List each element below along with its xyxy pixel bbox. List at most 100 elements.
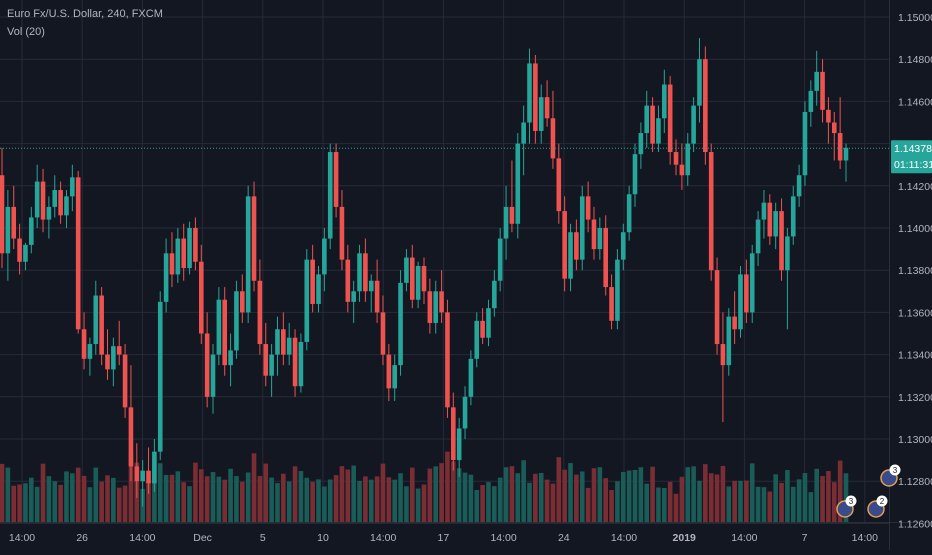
x-tick-label: 2019 — [673, 532, 697, 544]
volume-bar — [585, 487, 591, 522]
volume-bar — [345, 469, 351, 522]
volume-bar — [749, 463, 755, 522]
candle-body — [286, 337, 292, 355]
candle-body — [562, 211, 567, 279]
volume-bar — [685, 467, 691, 522]
volume-bar — [316, 479, 321, 522]
event-count-label: 2 — [880, 497, 885, 506]
candle-body — [515, 143, 521, 224]
volume-bar — [785, 470, 790, 522]
candle-body — [11, 206, 17, 239]
candle-body — [17, 238, 22, 262]
volume-bar — [439, 463, 444, 522]
candle-body — [140, 470, 145, 482]
candle-body — [81, 329, 87, 359]
candle-body — [169, 253, 175, 275]
candle-body — [439, 291, 444, 313]
last-price-badge — [891, 140, 932, 174]
volume-bar — [462, 472, 468, 522]
volume-bar — [257, 476, 263, 522]
candle-body — [374, 280, 380, 313]
volume-bar — [814, 468, 819, 522]
volume-bar — [198, 469, 204, 522]
candle-body — [820, 71, 825, 110]
volume-bar — [193, 462, 198, 522]
candle-body — [181, 238, 186, 269]
candle-body — [509, 206, 515, 224]
volume-bar — [632, 469, 638, 522]
volume-indicator-legend[interactable]: Vol (20) — [7, 26, 45, 38]
y-tick-label: 1.14200 — [898, 181, 932, 193]
volume-bar — [697, 480, 702, 522]
y-tick-label: 1.13200 — [898, 392, 932, 404]
volume-bar — [351, 465, 356, 522]
candle-body — [316, 274, 321, 304]
y-tick-label: 1.14600 — [898, 96, 932, 108]
event-count-label: 3 — [849, 497, 854, 506]
candle-body — [234, 291, 239, 351]
volume-bar — [64, 471, 69, 522]
volume-bar — [509, 466, 515, 522]
candle-body — [216, 299, 222, 355]
volume-bar — [468, 474, 474, 522]
candle-body — [837, 133, 843, 161]
symbol-legend[interactable]: Euro Fx/U.S. Dollar, 240, FXCM — [7, 8, 163, 20]
volume-bar — [75, 467, 81, 522]
volume-bar — [843, 473, 849, 522]
event-count-badge — [889, 464, 901, 476]
volume-bar — [521, 460, 526, 522]
candle-body — [644, 105, 650, 134]
volume-bar — [538, 472, 544, 522]
candle-body — [556, 158, 562, 212]
volume-bar — [70, 473, 75, 522]
volume-bar — [456, 468, 462, 522]
volume-bar — [386, 477, 392, 522]
event-count-badge — [845, 495, 857, 507]
candle-body — [831, 122, 837, 134]
candle-body — [632, 154, 638, 195]
candle-body — [87, 344, 93, 359]
candle-body — [433, 291, 439, 323]
volume-bar — [831, 482, 837, 522]
candle-body — [198, 261, 204, 334]
candle-body — [808, 90, 814, 112]
candle-body — [380, 312, 386, 355]
candle-body — [427, 291, 433, 323]
volume-bar — [579, 471, 585, 522]
candle-body — [122, 354, 128, 408]
volume-bar — [421, 484, 427, 522]
candle-body — [269, 354, 274, 376]
volume-bar — [269, 477, 274, 522]
volume-bar — [820, 476, 825, 522]
volume-bar — [298, 471, 304, 522]
x-tick-label: 26 — [76, 532, 88, 544]
volume-bar — [17, 484, 22, 522]
volume-bar — [767, 491, 773, 522]
volume-bar — [99, 481, 104, 522]
volume-bar — [837, 460, 843, 522]
volume-bar — [650, 466, 655, 522]
volume-bar — [433, 466, 439, 522]
candle-body — [796, 175, 802, 197]
candle-body — [597, 228, 603, 250]
candle-body — [650, 105, 655, 144]
volume-bar — [93, 467, 99, 522]
candle-body — [210, 354, 216, 397]
candle-body — [685, 143, 691, 176]
volume-bar — [474, 490, 480, 522]
candle-body — [568, 232, 573, 279]
candle-body — [240, 291, 245, 313]
volume-bar — [568, 463, 573, 522]
candle-body — [152, 451, 157, 484]
candle-body — [146, 470, 151, 484]
x-tick-label: 10 — [317, 532, 329, 544]
candle-body — [773, 211, 778, 237]
event-markers: 3 2 3 — [836, 464, 901, 518]
y-tick-label: 1.13800 — [898, 265, 932, 277]
candle-body — [228, 350, 233, 366]
volume-bar — [122, 485, 128, 522]
x-tick-label: 14:00 — [129, 532, 155, 544]
candle-body — [34, 181, 40, 218]
volume-bar — [714, 474, 720, 522]
